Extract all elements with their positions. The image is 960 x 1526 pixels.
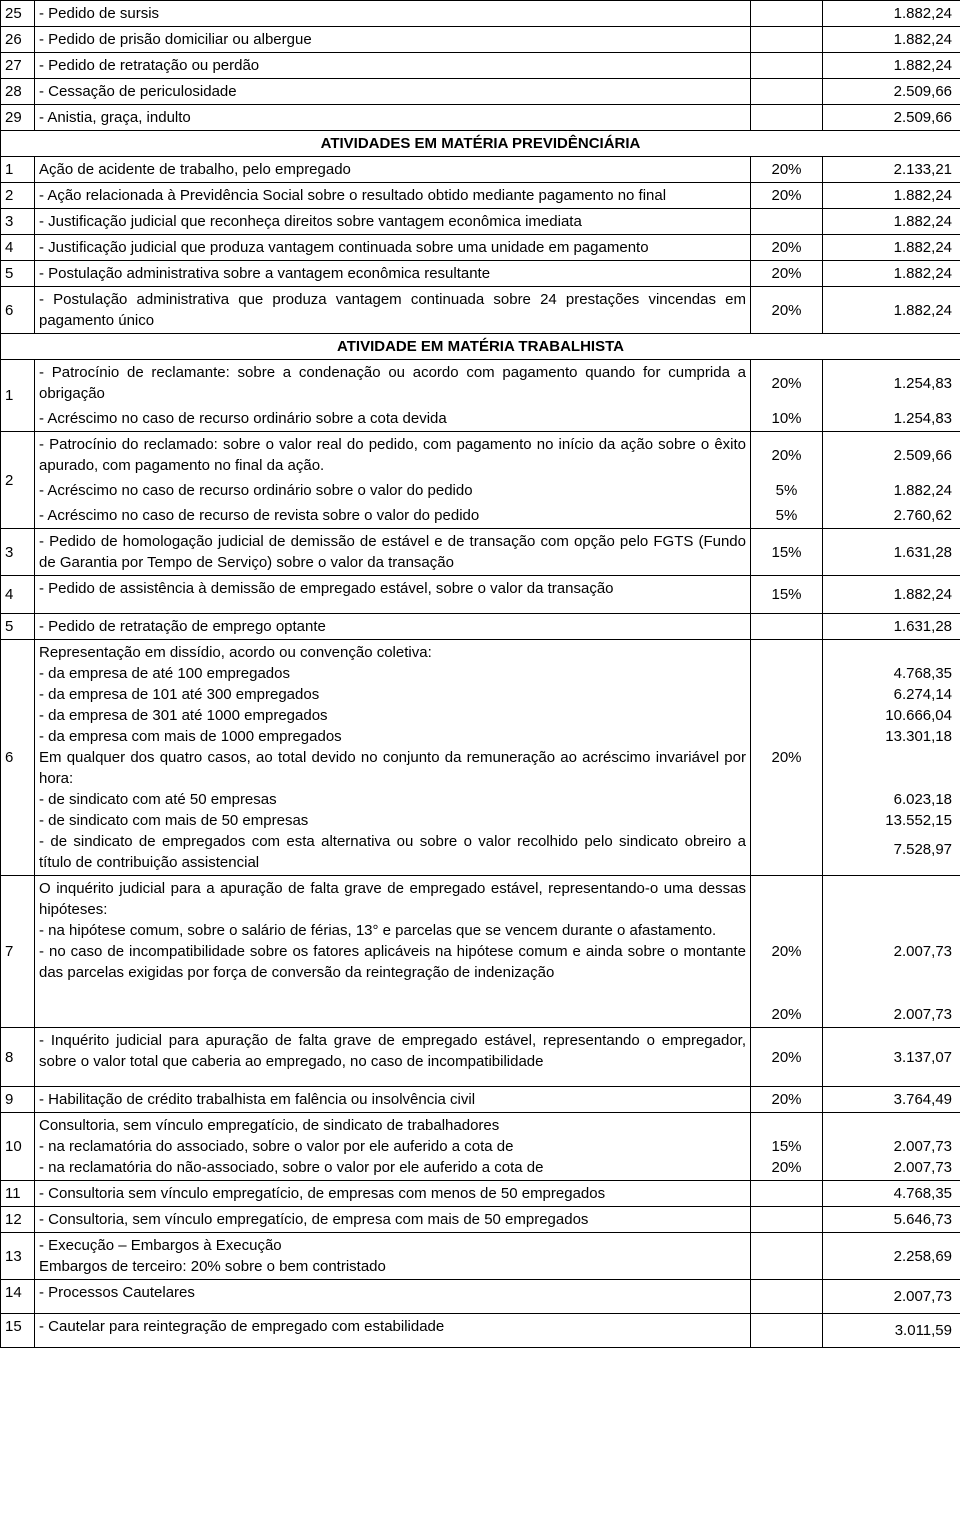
section-header-row: ATIVIDADE EM MATÉRIA TRABALHISTA [1, 334, 960, 360]
row-desc: - Pedido de sursis [35, 1, 751, 27]
table-row: 3 - Pedido de homologação judicial de de… [1, 529, 960, 576]
fee-table: 25 - Pedido de sursis 1.882,24 26 - Pedi… [0, 0, 960, 1348]
row-desc-multi: O inquérito judicial para a apuração de … [35, 876, 751, 1028]
row-desc-multi: Consultoria, sem vínculo empregatício, d… [35, 1113, 751, 1181]
table-row: 29 - Anistia, graça, indulto 2.509,66 [1, 105, 960, 131]
table-row: 4 - Pedido de assistência à demissão de … [1, 576, 960, 614]
table-row: 10 Consultoria, sem vínculo empregatício… [1, 1113, 960, 1181]
table-row: 6 - Postulação administrativa que produz… [1, 287, 960, 334]
table-row: 9 - Habilitação de crédito trabalhista e… [1, 1087, 960, 1113]
table-row: 15 - Cautelar para reintegração de empre… [1, 1314, 960, 1348]
section-title: ATIVIDADES EM MATÉRIA PREVIDÊNCIÁRIA [1, 131, 960, 157]
table-row: 26 - Pedido de prisão domiciliar ou albe… [1, 27, 960, 53]
table-row: - Acréscimo no caso de recurso ordinário… [1, 478, 960, 503]
table-row: 14 - Processos Cautelares 2.007,73 [1, 1280, 960, 1314]
table-row: 5 - Postulação administrativa sobre a va… [1, 261, 960, 287]
table-row: 4 - Justificação judicial que produza va… [1, 235, 960, 261]
table-row: - Acréscimo no caso de recurso de revist… [1, 503, 960, 529]
row-val-multi: 2.007,73 2.007,73 [823, 876, 960, 1028]
table-row: 6 Representação em dissídio, acordo ou c… [1, 640, 960, 876]
table-row: 8 - Inquérito judicial para apuração de … [1, 1028, 960, 1087]
table-row: 11 - Consultoria sem vínculo empregatíci… [1, 1181, 960, 1207]
table-row: 13 - Execução – Embargos à Execução Emba… [1, 1233, 960, 1280]
table-row: 2 - Patrocínio do reclamado: sobre o val… [1, 432, 960, 479]
section-title: ATIVIDADE EM MATÉRIA TRABALHISTA [1, 334, 960, 360]
row-num: 25 [1, 1, 35, 27]
row-val: 1.882,24 [823, 1, 960, 27]
table-row: 25 - Pedido de sursis 1.882,24 [1, 1, 960, 27]
row-desc-multi: - Execução – Embargos à Execução Embargo… [35, 1233, 751, 1280]
table-row: 5 - Pedido de retratação de emprego opta… [1, 614, 960, 640]
row-pct [751, 1, 823, 27]
row-val-multi: 2.007,73 2.007,73 [823, 1113, 960, 1181]
table-row: 1 Ação de acidente de trabalho, pelo emp… [1, 157, 960, 183]
table-row: 3 - Justificação judicial que reconheça … [1, 209, 960, 235]
table-row: 28 - Cessação de periculosidade 2.509,66 [1, 79, 960, 105]
section-header-row: ATIVIDADES EM MATÉRIA PREVIDÊNCIÁRIA [1, 131, 960, 157]
table-row: 12 - Consultoria, sem vínculo empregatíc… [1, 1207, 960, 1233]
table-row: 27 - Pedido de retratação ou perdão 1.88… [1, 53, 960, 79]
table-row: 2 - Ação relacionada à Previdência Socia… [1, 183, 960, 209]
row-desc-multi: Representação em dissídio, acordo ou con… [35, 640, 751, 876]
table-row: 1 - Patrocínio de reclamante: sobre a co… [1, 360, 960, 407]
row-val-multi: 4.768,35 6.274,14 10.666,04 13.301,18 6.… [823, 640, 960, 876]
table-row: 7 O inquérito judicial para a apuração d… [1, 876, 960, 1028]
row-pct-multi: 20% 20% [751, 876, 823, 1028]
table-row: - Acréscimo no caso de recurso ordinário… [1, 406, 960, 432]
row-pct-multi: 15% 20% [751, 1113, 823, 1181]
